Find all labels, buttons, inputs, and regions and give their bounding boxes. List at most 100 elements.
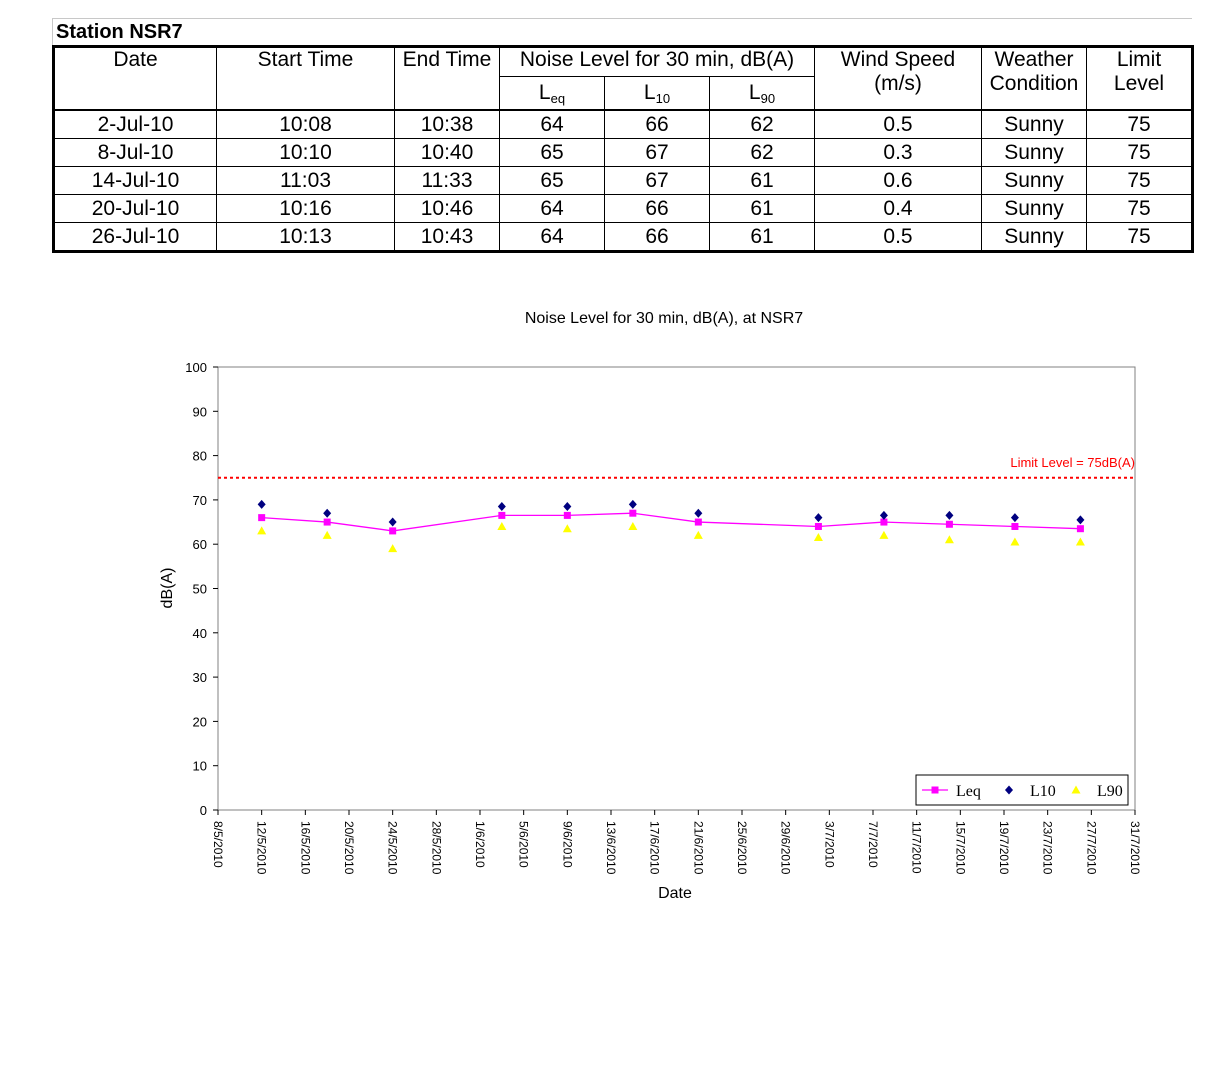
cell-leq: 64	[499, 222, 605, 252]
plot-area	[217, 366, 1136, 811]
cell-start-time: 10:08	[216, 109, 395, 139]
cell-end-time: 11:33	[394, 166, 500, 195]
cell-l10: 66	[604, 222, 710, 252]
x-tick-label: 15/7/2010	[953, 821, 967, 875]
cell-l90: 62	[709, 138, 815, 167]
header-date: Date	[53, 46, 217, 111]
legend-marker-l10	[1005, 785, 1013, 795]
header-end-time: End Time	[394, 46, 500, 111]
data-point-l90	[497, 521, 507, 530]
legend-marker-l90	[1071, 785, 1081, 794]
x-tick-label: 5/6/2010	[517, 821, 531, 868]
cell-leq: 64	[499, 109, 605, 139]
cell-l10: 67	[604, 138, 710, 167]
data-point-l10	[1076, 515, 1085, 525]
cell-date: 26-Jul-10	[53, 222, 217, 252]
chart-title: Noise Level for 30 min, dB(A), at NSR7	[525, 310, 803, 327]
data-point-leq	[694, 518, 702, 526]
data-point-l90	[693, 530, 703, 539]
cell-wind-speed: 0.5	[814, 222, 982, 252]
y-tick-label: 10	[193, 759, 207, 774]
data-point-leq	[945, 520, 953, 528]
table-row: 20-Jul-10 10:16 10:46 64 66 61 0.4 Sunny…	[53, 194, 1193, 223]
data-point-l10	[628, 499, 637, 509]
cell-wind-speed: 0.5	[814, 109, 982, 139]
x-tick-label: 20/5/2010	[342, 821, 356, 875]
data-point-leq	[814, 522, 822, 530]
data-point-l10	[814, 513, 823, 523]
cell-limit: 75	[1086, 222, 1193, 252]
limit-line-label: Limit Level = 75dB(A)	[1010, 455, 1135, 470]
x-tick-label: 1/6/2010	[473, 821, 487, 868]
table-row: 8-Jul-10 10:10 10:40 65 67 62 0.3 Sunny …	[53, 138, 1193, 167]
cell-l10: 66	[604, 109, 710, 139]
x-tick-label: 31/7/2010	[1128, 821, 1142, 875]
x-tick-label: 23/7/2010	[1041, 821, 1055, 875]
data-point-l90	[813, 533, 823, 542]
x-tick-label: 12/5/2010	[255, 821, 269, 875]
cell-start-time: 11:03	[216, 166, 395, 195]
data-point-l10	[945, 510, 954, 520]
y-tick-label: 100	[185, 360, 207, 375]
legend-label-l10: L10	[1030, 783, 1056, 800]
y-tick-label: 60	[193, 537, 207, 552]
header-leq: Leq	[499, 76, 605, 111]
cell-start-time: 10:13	[216, 222, 395, 252]
legend-label-l90: L90	[1097, 783, 1123, 800]
cell-weather: Sunny	[981, 109, 1087, 139]
x-tick-label: 13/6/2010	[604, 821, 618, 875]
data-point-l90	[388, 544, 398, 553]
x-tick-label: 16/5/2010	[298, 821, 312, 875]
cell-l10: 66	[604, 194, 710, 223]
cell-limit: 75	[1086, 109, 1193, 139]
data-point-leq	[1076, 525, 1084, 533]
cell-end-time: 10:38	[394, 109, 500, 139]
data-point-leq	[498, 511, 506, 519]
series-group	[257, 499, 1085, 553]
cell-end-time: 10:46	[394, 194, 500, 223]
data-point-leq	[563, 511, 571, 519]
data-point-leq	[323, 518, 331, 526]
data-point-l90	[322, 530, 332, 539]
data-point-l10	[497, 502, 506, 512]
cell-date: 8-Jul-10	[53, 138, 217, 167]
data-point-leq	[389, 527, 397, 535]
cell-end-time: 10:43	[394, 222, 500, 252]
data-point-l90	[1010, 537, 1020, 546]
x-tick-label: 24/5/2010	[386, 821, 400, 875]
x-axis: 8/5/2010 12/5/2010 16/5/2010 20/5/2010 24/5/…	[211, 810, 1142, 875]
table-row: 26-Jul-10 10:13 10:43 64 66 61 0.5 Sunny…	[53, 222, 1193, 252]
x-tick-label: 29/6/2010	[779, 821, 793, 875]
y-tick-label: 40	[193, 626, 207, 641]
x-tick-label: 9/6/2010	[560, 821, 574, 868]
y-tick-label: 0	[200, 803, 207, 818]
noise-data-table: Date Start Time End Time Noise Level for…	[52, 45, 1194, 253]
data-point-l10	[257, 499, 266, 509]
y-tick-label: 30	[193, 670, 207, 685]
cell-wind-speed: 0.6	[814, 166, 982, 195]
y-tick-label: 80	[193, 449, 207, 464]
cell-limit: 75	[1086, 166, 1193, 195]
y-axis: 0 10 20 30 40 50 60 70 80 90 100	[185, 360, 218, 818]
x-tick-label: 19/7/2010	[997, 821, 1011, 875]
legend-box	[915, 774, 1129, 806]
cell-start-time: 10:10	[216, 138, 395, 167]
cell-limit: 75	[1086, 194, 1193, 223]
cell-weather: Sunny	[981, 138, 1087, 167]
data-point-l90	[562, 524, 572, 533]
y-axis-label: dB(A)	[159, 568, 176, 609]
header-wind-speed: Wind Speed (m/s)	[814, 46, 982, 111]
data-point-l90	[944, 535, 954, 544]
cell-end-time: 10:40	[394, 138, 500, 167]
x-tick-label: 17/6/2010	[648, 821, 662, 875]
x-axis-label: Date	[658, 885, 692, 902]
data-point-leq	[880, 518, 888, 526]
x-tick-label: 27/7/2010	[1084, 821, 1098, 875]
data-point-l90	[257, 526, 267, 535]
cell-leq: 65	[499, 166, 605, 195]
table-row: 2-Jul-10 10:08 10:38 64 66 62 0.5 Sunny …	[53, 109, 1193, 139]
data-point-l10	[388, 517, 397, 527]
data-point-l10	[879, 510, 888, 520]
legend: Leq L10 L90	[915, 774, 1129, 806]
header-weather-condition: Weather Condition	[981, 46, 1087, 111]
